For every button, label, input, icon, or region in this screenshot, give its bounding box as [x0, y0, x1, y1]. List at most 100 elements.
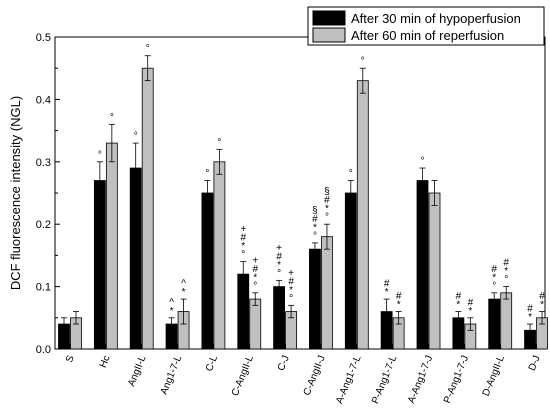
- significance-marker: *: [325, 204, 329, 215]
- legend-swatch-reperfusion: [312, 27, 346, 43]
- y-tick-label: 0.0: [36, 344, 51, 356]
- significance-marker: *: [253, 272, 257, 283]
- bar-reperfusion: [141, 67, 154, 350]
- bar-reperfusion: [428, 192, 441, 350]
- significance-marker: #: [503, 258, 509, 269]
- significance-marker: §: [324, 187, 330, 198]
- significance-marker: +: [288, 268, 294, 279]
- significance-marker: °: [110, 112, 114, 123]
- significance-marker: *: [397, 300, 401, 311]
- bar-reperfusion: [356, 80, 369, 350]
- significance-marker: °: [289, 293, 293, 304]
- significance-marker: #: [288, 276, 294, 287]
- bar-reperfusion: [213, 161, 226, 350]
- legend-frame: [307, 6, 545, 46]
- significance-marker: +: [252, 255, 258, 266]
- significance-marker: *: [492, 272, 496, 283]
- bar-hypoperfusion: [344, 192, 357, 350]
- significance-marker: *: [385, 287, 389, 298]
- x-tick-label: C-L: [204, 354, 220, 373]
- significance-marker: *: [277, 260, 281, 271]
- significance-marker: #: [527, 304, 533, 315]
- x-tick-label: Hc: [98, 354, 113, 369]
- x-tick-label: A-Ang1-7-L: [334, 354, 364, 406]
- bar-hypoperfusion: [201, 192, 214, 350]
- significance-marker: *: [528, 312, 532, 323]
- x-tick-label: C-AngII-L: [230, 354, 256, 398]
- bar-reperfusion: [500, 292, 513, 350]
- bar-hypoperfusion: [309, 248, 321, 350]
- significance-marker: °: [325, 212, 329, 223]
- significance-marker: #: [491, 264, 497, 275]
- significance-marker: °: [134, 131, 138, 142]
- significance-marker: °: [205, 169, 209, 180]
- x-tick-label: D-J: [527, 354, 543, 373]
- legend: After 30 min of hypoperfusion After 60 m…: [307, 6, 545, 46]
- significance-marker: #: [384, 279, 390, 290]
- significance-marker: °: [421, 156, 425, 167]
- y-tick-label: 0.5: [36, 32, 51, 44]
- significance-marker: *: [241, 241, 245, 252]
- significance-marker: °: [504, 275, 508, 286]
- significance-marker: °: [361, 56, 365, 67]
- y-tick-label: 0.2: [36, 219, 51, 231]
- significance-marker: §: [312, 205, 318, 216]
- x-tick-label: AngII-L: [126, 354, 148, 388]
- bar-hypoperfusion: [416, 180, 429, 350]
- significance-marker: °: [492, 281, 496, 292]
- significance-marker: *: [170, 306, 174, 317]
- x-tick-label: P-Ang1-7-L: [370, 354, 400, 406]
- x-tick-label: P-Ang1-7-J: [442, 354, 471, 405]
- significance-marker: #: [252, 264, 258, 275]
- significance-marker: *: [468, 306, 472, 317]
- significance-marker: ^: [169, 297, 174, 308]
- significance-marker: *: [289, 285, 293, 296]
- legend-label-reperfusion: After 60 min of reperfusion: [351, 28, 504, 43]
- significance-marker: #: [324, 195, 330, 206]
- significance-marker: °: [217, 137, 221, 148]
- x-tick-label: Ang1-7-L: [159, 354, 185, 397]
- significance-marker: °: [146, 44, 150, 55]
- significance-marker: +: [276, 243, 282, 254]
- x-tick-label: C-AngII-J: [302, 354, 328, 397]
- significance-marker: *: [504, 266, 508, 277]
- significance-marker: °: [349, 169, 353, 180]
- significance-marker: ^: [181, 279, 186, 290]
- significance-marker: *: [182, 287, 186, 298]
- bar-hypoperfusion: [488, 298, 501, 350]
- legend-label-hypoperfusion: After 30 min of hypoperfusion: [351, 11, 521, 26]
- y-tick-label: 0.4: [36, 94, 51, 106]
- significance-marker: *: [456, 300, 460, 311]
- significance-marker: *: [540, 300, 544, 311]
- legend-swatch-hypoperfusion: [312, 10, 346, 26]
- significance-marker: #: [539, 291, 545, 302]
- x-tick-label: C-J: [276, 354, 292, 373]
- significance-marker: °: [253, 281, 257, 292]
- bar-hypoperfusion: [93, 180, 106, 350]
- y-tick-label: 0.3: [36, 157, 51, 169]
- y-tick-label: 0.1: [36, 282, 51, 294]
- bar-reperfusion: [249, 298, 262, 350]
- significance-marker: #: [456, 291, 462, 302]
- significance-marker: *: [313, 222, 317, 233]
- x-tick-label: A-Ang1-7-J: [406, 354, 435, 405]
- significance-marker: °: [277, 268, 281, 279]
- significance-marker: #: [468, 297, 474, 308]
- x-tick-label: S: [64, 354, 77, 365]
- bar-reperfusion: [321, 236, 333, 350]
- significance-marker: °: [241, 250, 245, 261]
- significance-marker: #: [276, 251, 282, 262]
- bar-hypoperfusion: [273, 286, 286, 350]
- x-tick-label: D-AngII-L: [481, 354, 507, 398]
- bar-hypoperfusion: [129, 167, 142, 350]
- y-axis-label: DCF fluorescence intensity (NGL): [8, 96, 23, 290]
- significance-marker: #: [312, 214, 318, 225]
- significance-marker: #: [240, 233, 246, 244]
- bar-reperfusion: [105, 142, 118, 350]
- significance-marker: °: [98, 150, 102, 161]
- significance-marker: +: [240, 224, 246, 235]
- significance-marker: °: [313, 231, 317, 242]
- significance-marker: #: [396, 291, 402, 302]
